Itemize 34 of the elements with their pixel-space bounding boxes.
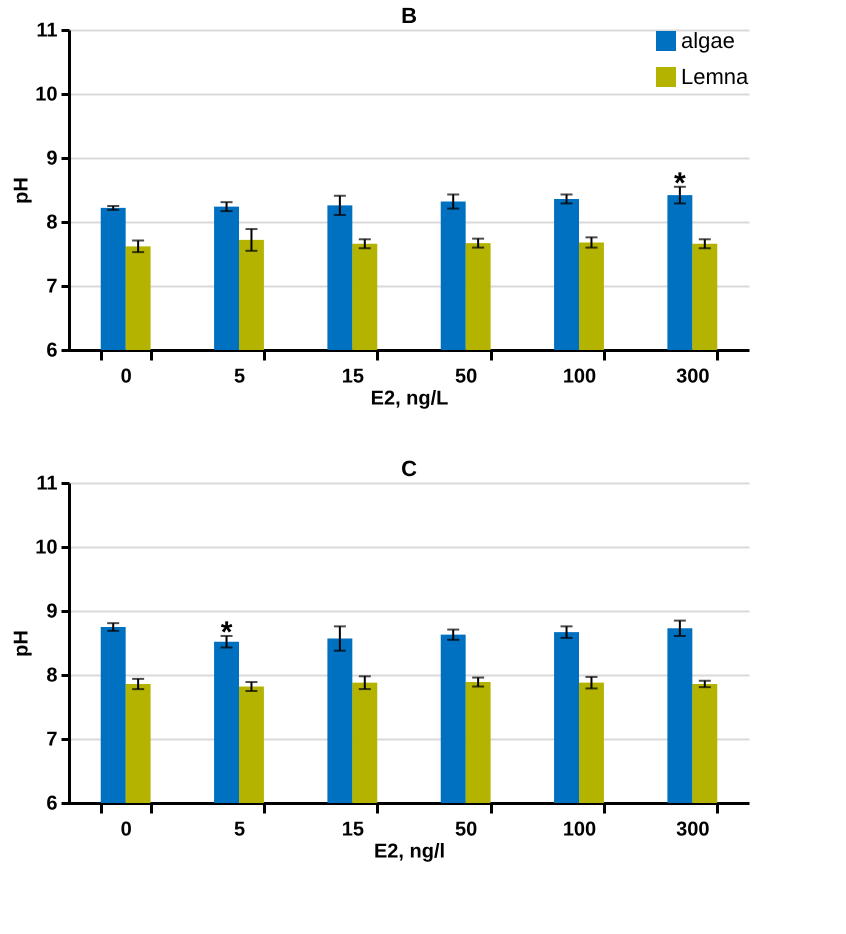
x-tick-label: 0 [120, 818, 132, 840]
chart-title: B [401, 3, 417, 28]
y-tick-label: 10 [35, 84, 58, 106]
y-tick-label: 11 [36, 20, 58, 42]
x-tick-label: 0 [120, 366, 132, 388]
y-tick-label: 11 [36, 472, 58, 494]
y-tick-label: 10 [35, 536, 58, 558]
legend-label: algae [681, 28, 735, 53]
y-tick-label: 9 [46, 148, 58, 170]
x-tick-label: 15 [342, 366, 364, 388]
y-tick-label: 8 [46, 664, 58, 686]
y-tick-label: 8 [46, 212, 58, 234]
x-axis-title: E2, ng/l [374, 840, 446, 862]
x-tick-label: 5 [234, 366, 246, 388]
y-tick-label: 7 [46, 728, 58, 750]
x-tick-label: 100 [562, 818, 596, 840]
y-axis-title: pH [10, 177, 32, 204]
data-label: * [674, 166, 686, 200]
x-tick-label: 300 [676, 818, 710, 840]
x-tick-label: 50 [455, 366, 478, 388]
y-tick-label: 6 [46, 340, 58, 362]
y-axis-title: pH [10, 630, 32, 657]
x-axis-title: E2, ng/L [370, 388, 448, 410]
x-tick-label: 100 [562, 366, 596, 388]
x-tick-label: 50 [455, 818, 478, 840]
y-tick-label: 6 [46, 792, 58, 814]
x-tick-label: 15 [342, 818, 364, 840]
y-tick-label: 9 [46, 600, 58, 622]
data-label: * [220, 616, 233, 649]
x-tick-label: 300 [676, 366, 710, 388]
y-tick-label: 7 [46, 276, 58, 298]
x-tick-label: 5 [234, 818, 246, 840]
legend-label: Lemna [681, 64, 750, 89]
chart-title: C [401, 456, 418, 481]
